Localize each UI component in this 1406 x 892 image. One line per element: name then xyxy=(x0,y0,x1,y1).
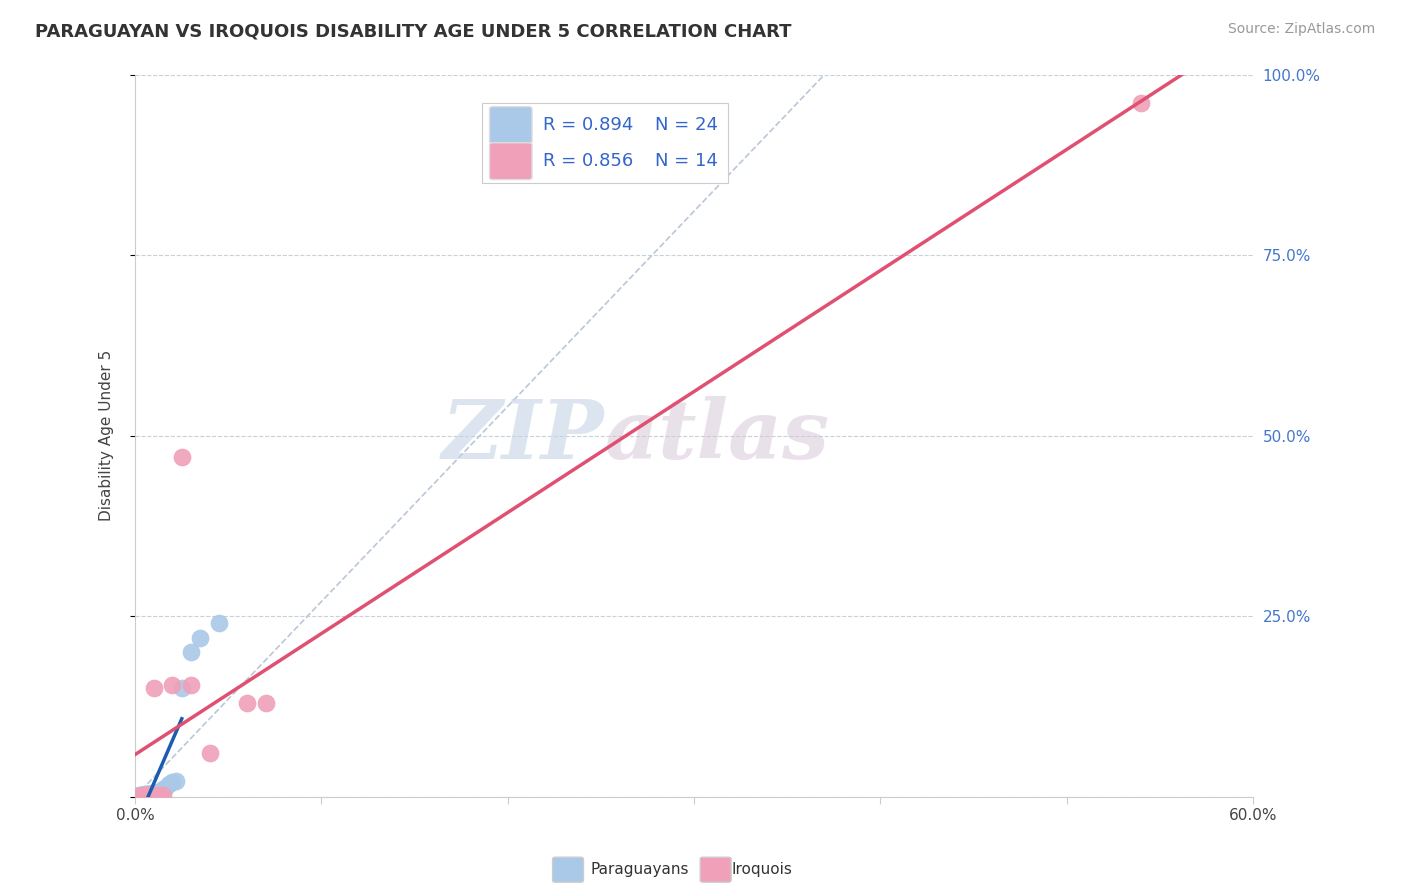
Point xyxy=(165,773,187,788)
Point xyxy=(129,788,152,802)
Point xyxy=(170,450,193,465)
Point xyxy=(198,747,221,761)
Point xyxy=(142,786,165,800)
Point xyxy=(190,631,212,645)
Text: Paraguayans: Paraguayans xyxy=(591,863,689,877)
Text: ZIP: ZIP xyxy=(441,395,605,475)
Text: N = 24: N = 24 xyxy=(655,116,718,134)
Point xyxy=(145,786,167,800)
Text: N = 14: N = 14 xyxy=(655,153,718,170)
Point xyxy=(139,787,162,801)
Point xyxy=(157,777,180,791)
Text: atlas: atlas xyxy=(605,395,830,475)
Point xyxy=(254,696,277,710)
FancyBboxPatch shape xyxy=(482,103,728,183)
Point xyxy=(148,785,170,799)
Point xyxy=(134,788,156,802)
Text: Iroquois: Iroquois xyxy=(731,863,792,877)
FancyBboxPatch shape xyxy=(489,107,531,144)
Y-axis label: Disability Age Under 5: Disability Age Under 5 xyxy=(100,350,114,521)
Point xyxy=(134,788,156,802)
Point xyxy=(1130,96,1153,111)
Point xyxy=(146,788,169,802)
FancyBboxPatch shape xyxy=(489,143,531,179)
Point xyxy=(146,785,169,799)
Point xyxy=(129,789,152,803)
Point xyxy=(128,789,150,803)
Point xyxy=(162,775,184,789)
Text: Source: ZipAtlas.com: Source: ZipAtlas.com xyxy=(1227,22,1375,37)
Point xyxy=(162,678,184,692)
Text: R = 0.894: R = 0.894 xyxy=(543,116,634,134)
Point xyxy=(153,780,176,795)
Point xyxy=(135,787,157,801)
Point xyxy=(139,787,162,801)
Point xyxy=(136,787,159,801)
Point xyxy=(128,789,150,803)
Point xyxy=(180,645,202,659)
Point xyxy=(141,786,163,800)
Point xyxy=(152,788,174,802)
Point xyxy=(134,787,156,801)
Point xyxy=(152,782,174,797)
Point xyxy=(208,616,231,631)
Point xyxy=(170,681,193,696)
Point xyxy=(125,789,148,803)
Text: PARAGUAYAN VS IROQUOIS DISABILITY AGE UNDER 5 CORRELATION CHART: PARAGUAYAN VS IROQUOIS DISABILITY AGE UN… xyxy=(35,22,792,40)
Point xyxy=(236,696,259,710)
Point xyxy=(131,788,153,802)
Point xyxy=(131,788,153,802)
Point xyxy=(142,681,165,696)
Point xyxy=(180,678,202,692)
Text: R = 0.856: R = 0.856 xyxy=(543,153,634,170)
